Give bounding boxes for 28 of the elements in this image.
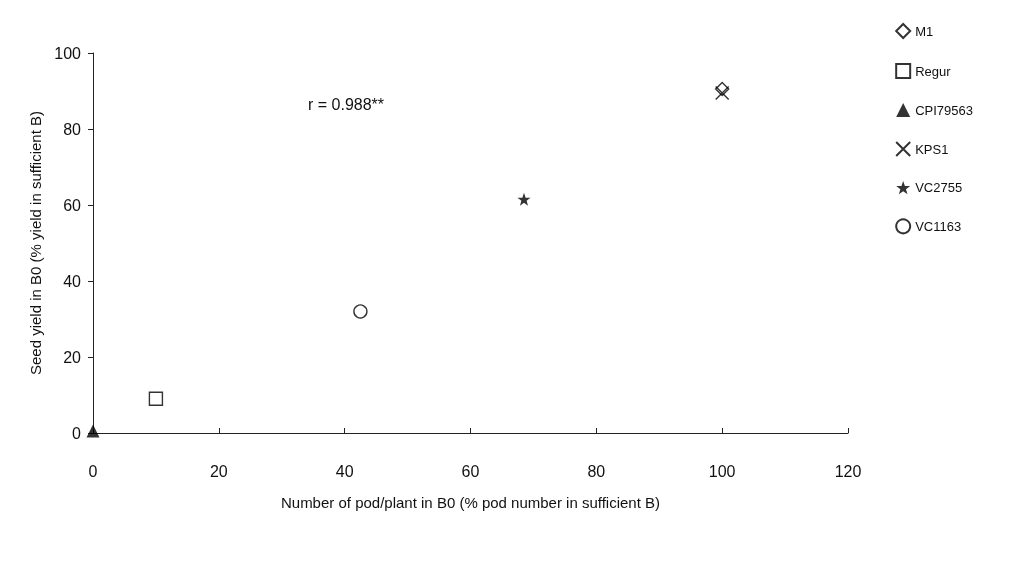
point [86, 424, 100, 438]
y-axis-title: Seed yield in B0 (% yield in sufficient B) [27, 110, 45, 376]
legend-label: Regur [915, 63, 952, 79]
x-axis-title: Number of pod/plant in B0 (% pod number in sufficient B) [280, 494, 661, 511]
point [714, 81, 730, 97]
x-tick-label: 20 [209, 462, 228, 480]
y-tick-label: 20 [63, 348, 82, 366]
x-tick-label: 100 [708, 462, 736, 480]
annotation: r = 0.988** [308, 95, 385, 113]
y-tick-label: 80 [63, 120, 82, 138]
x-tick-label: 40 [335, 462, 354, 480]
x-tick-label: 60 [461, 462, 480, 480]
point [517, 192, 531, 206]
y-tick-label: 100 [54, 44, 82, 62]
legend-label: CPI79563 [915, 102, 974, 118]
legend-label: VC1163 [915, 218, 962, 234]
x-tick-label: 80 [587, 462, 606, 480]
point [714, 85, 730, 101]
x-tick-label: 0 [88, 462, 98, 480]
legend-label: VC2755 [915, 180, 963, 196]
y-tick-label: 40 [63, 272, 82, 290]
x-tick-label: 120 [834, 462, 862, 480]
legend-label: M1 [915, 23, 934, 39]
point [353, 304, 368, 319]
y-tick-label: 0 [72, 424, 82, 442]
y-tick-label: 60 [63, 196, 82, 214]
point [148, 391, 164, 406]
legend-label: KPS1 [915, 141, 949, 157]
